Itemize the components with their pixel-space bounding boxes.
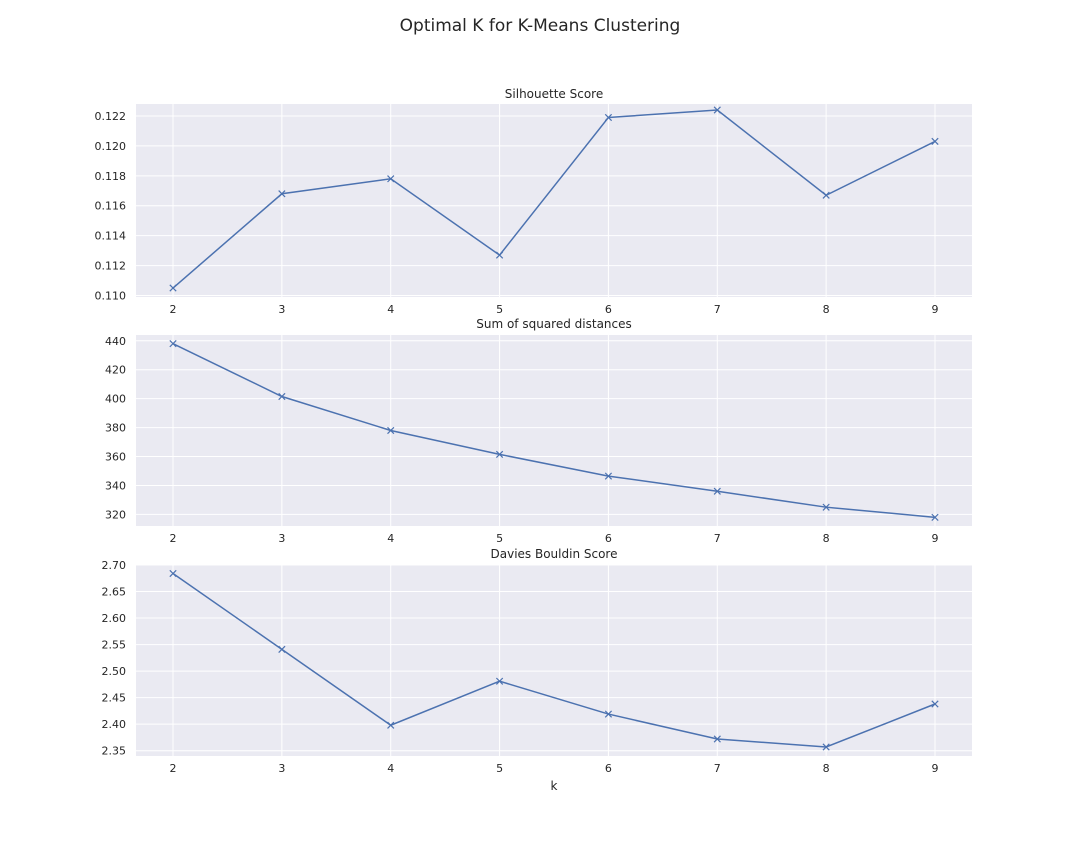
x-tick-label: 2 [170, 532, 177, 545]
x-tick-label: 4 [387, 762, 394, 775]
x-tick-label: 5 [496, 762, 503, 775]
x-tick-label: 7 [714, 303, 721, 316]
plot-area [136, 565, 972, 756]
y-tick-label: 440 [105, 335, 126, 348]
x-tick-label: 7 [714, 532, 721, 545]
y-tick-label: 2.55 [102, 639, 127, 652]
y-tick-label: 2.65 [102, 586, 127, 599]
x-tick-label: 9 [931, 303, 938, 316]
y-tick-label: 360 [105, 451, 126, 464]
subplot-title: Davies Bouldin Score [491, 547, 618, 561]
x-tick-label: 7 [714, 762, 721, 775]
y-tick-label: 2.50 [102, 665, 127, 678]
x-tick-label: 3 [278, 762, 285, 775]
subplot-3: 2 3 4 5 6 7 8 9 2.35 2.40 2.45 2.50 2.55 2.60 2.65 2.70… [102, 547, 973, 793]
y-tick-label: 2.70 [102, 559, 127, 572]
y-tick-label: 0.114 [95, 230, 127, 243]
x-tick-label: 5 [496, 303, 503, 316]
x-tick-label: 6 [605, 762, 612, 775]
y-tick-label: 0.112 [95, 260, 127, 273]
x-tick-label: 4 [387, 532, 394, 545]
x-tick-label: 2 [170, 303, 177, 316]
x-tick-label: 6 [605, 532, 612, 545]
y-tick-label: 380 [105, 422, 126, 435]
x-tick-label: 6 [605, 303, 612, 316]
subplot-1: 2 3 4 5 6 7 8 9 0.110 0.112 0.114 0.116 0.118 0.120 0.… [95, 87, 973, 316]
y-tick-label: 2.45 [102, 692, 127, 705]
x-tick-label: 8 [823, 532, 830, 545]
y-tick-label: 0.120 [95, 140, 127, 153]
subplot-title: Silhouette Score [505, 87, 603, 101]
x-tick-label: 9 [931, 532, 938, 545]
x-tick-label: 8 [823, 303, 830, 316]
y-tick-label: 340 [105, 479, 126, 492]
subplot-title: Sum of squared distances [476, 317, 632, 331]
y-tick-label: 0.116 [95, 200, 127, 213]
subplot-2: 2 3 4 5 6 7 8 9 320 340 360 380 400 420 440 Sum of squa… [105, 317, 972, 545]
plot-area [136, 335, 972, 526]
figure-title: Optimal K for K-Means Clustering [400, 16, 681, 36]
x-tick-label: 2 [170, 762, 177, 775]
y-tick-label: 2.60 [102, 612, 127, 625]
y-tick-label: 0.110 [95, 290, 127, 303]
y-tick-label: 420 [105, 364, 126, 377]
y-tick-label: 0.118 [95, 170, 127, 183]
y-tick-label: 320 [105, 508, 126, 521]
y-tick-label: 400 [105, 393, 126, 406]
y-tick-label: 0.122 [95, 110, 127, 123]
x-axis-label: k [551, 779, 558, 793]
x-tick-label: 4 [387, 303, 394, 316]
plot-area [136, 104, 972, 297]
x-tick-label: 5 [496, 532, 503, 545]
y-tick-label: 2.35 [102, 745, 127, 758]
x-tick-label: 8 [823, 762, 830, 775]
y-tick-label: 2.40 [102, 718, 127, 731]
x-tick-label: 9 [931, 762, 938, 775]
x-tick-label: 3 [278, 532, 285, 545]
x-tick-label: 3 [278, 303, 285, 316]
